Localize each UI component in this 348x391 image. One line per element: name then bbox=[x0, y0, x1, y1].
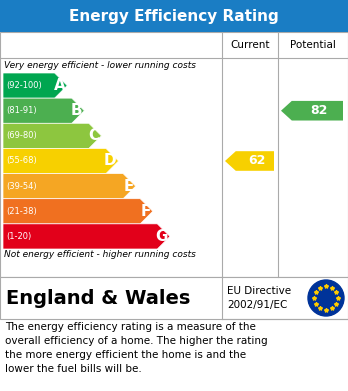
Text: (21-38): (21-38) bbox=[6, 207, 37, 216]
Polygon shape bbox=[3, 149, 119, 174]
Polygon shape bbox=[3, 123, 101, 149]
Text: lower the fuel bills will be.: lower the fuel bills will be. bbox=[5, 364, 142, 374]
Text: (69-80): (69-80) bbox=[6, 131, 37, 140]
Text: 2002/91/EC: 2002/91/EC bbox=[227, 300, 287, 310]
Text: Not energy efficient - higher running costs: Not energy efficient - higher running co… bbox=[4, 250, 196, 259]
Polygon shape bbox=[3, 224, 170, 249]
Polygon shape bbox=[3, 174, 136, 199]
Text: EU Directive: EU Directive bbox=[227, 286, 291, 296]
Text: the more energy efficient the home is and the: the more energy efficient the home is an… bbox=[5, 350, 246, 360]
Polygon shape bbox=[225, 151, 274, 171]
Text: D: D bbox=[104, 154, 117, 169]
Text: (81-91): (81-91) bbox=[6, 106, 37, 115]
Text: Potential: Potential bbox=[290, 40, 336, 50]
Text: overall efficiency of a home. The higher the rating: overall efficiency of a home. The higher… bbox=[5, 336, 268, 346]
Text: A: A bbox=[54, 78, 65, 93]
Polygon shape bbox=[3, 199, 153, 224]
Bar bbox=[0, 32, 348, 277]
Text: Current: Current bbox=[230, 40, 270, 50]
Text: (92-100): (92-100) bbox=[6, 81, 42, 90]
Bar bbox=[0, 0, 348, 32]
Polygon shape bbox=[281, 101, 343, 120]
Text: (1-20): (1-20) bbox=[6, 232, 31, 241]
Polygon shape bbox=[3, 73, 67, 98]
Text: Energy Efficiency Rating: Energy Efficiency Rating bbox=[69, 9, 279, 23]
Circle shape bbox=[308, 280, 344, 316]
Text: E: E bbox=[123, 179, 134, 194]
Text: F: F bbox=[141, 204, 151, 219]
Text: Very energy efficient - lower running costs: Very energy efficient - lower running co… bbox=[4, 61, 196, 70]
Text: 62: 62 bbox=[248, 154, 266, 167]
Text: England & Wales: England & Wales bbox=[6, 289, 190, 307]
Text: (55-68): (55-68) bbox=[6, 156, 37, 165]
Text: 82: 82 bbox=[311, 104, 328, 117]
Text: (39-54): (39-54) bbox=[6, 182, 37, 191]
Text: C: C bbox=[88, 128, 100, 143]
Text: B: B bbox=[71, 103, 82, 118]
Text: G: G bbox=[156, 229, 168, 244]
Bar bbox=[0, 277, 348, 319]
Text: The energy efficiency rating is a measure of the: The energy efficiency rating is a measur… bbox=[5, 322, 256, 332]
Polygon shape bbox=[3, 98, 84, 123]
